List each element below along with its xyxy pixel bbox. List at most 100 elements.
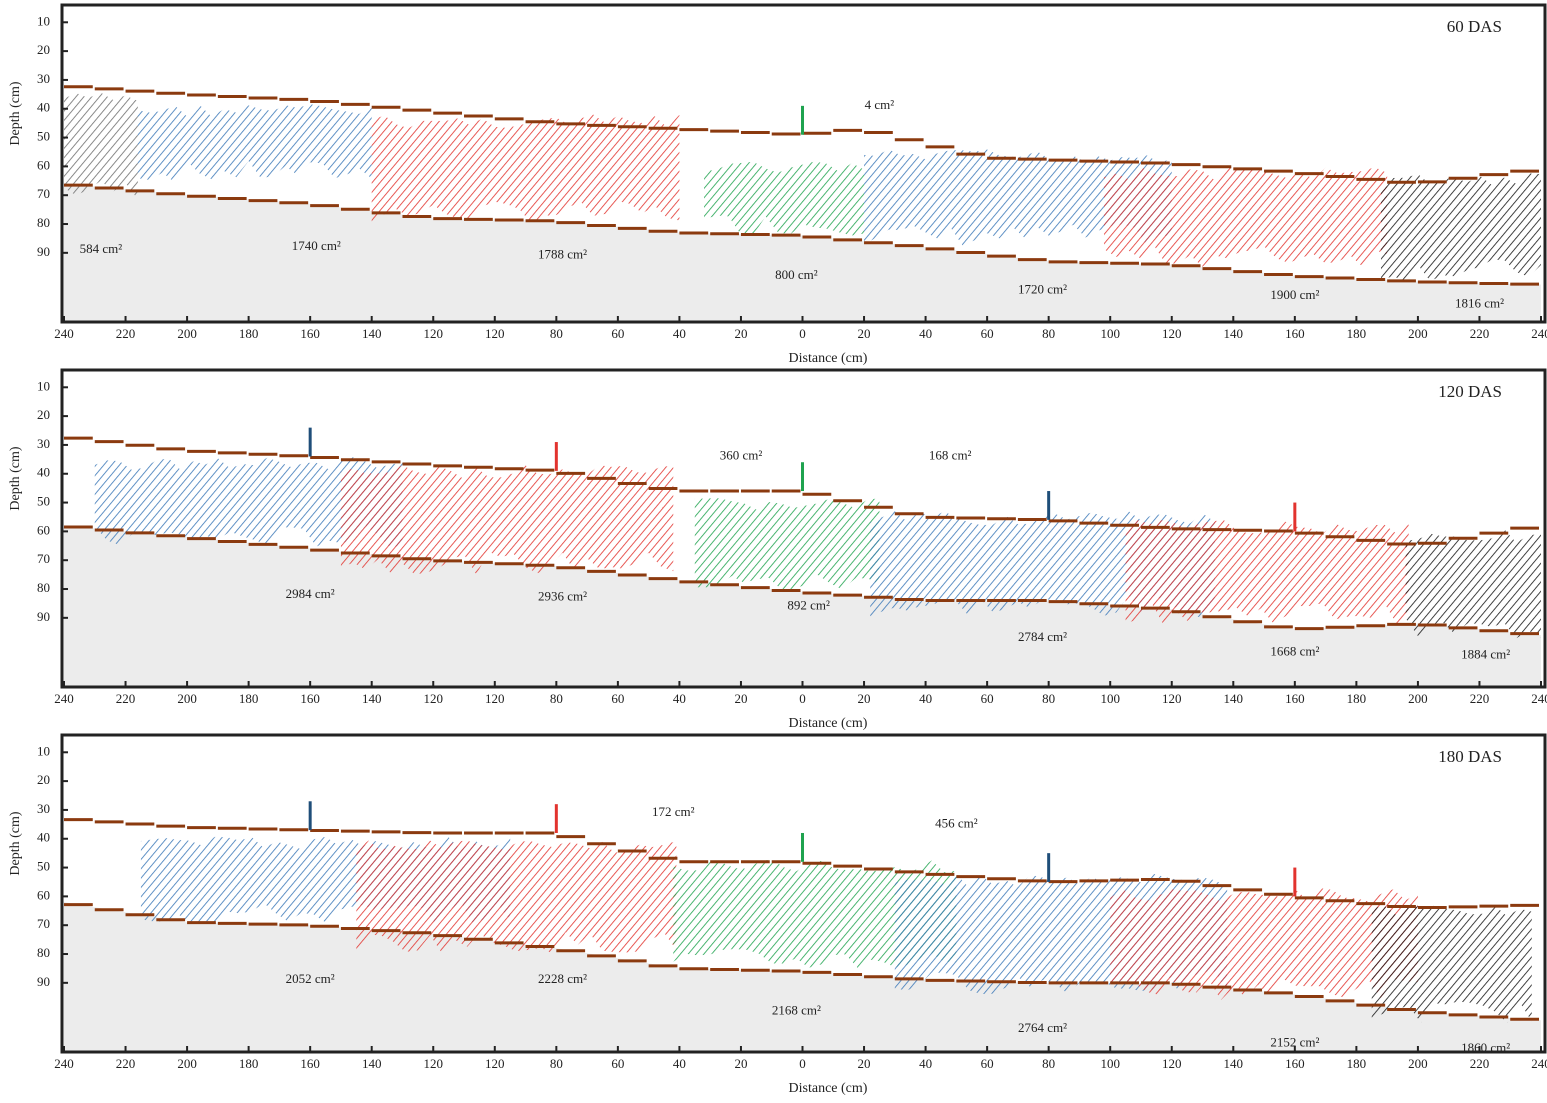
x-tick-label: 180 — [239, 1056, 259, 1071]
y-tick-label: 70 — [37, 551, 50, 566]
x-tick-label: 100 — [1100, 326, 1120, 341]
x-tick-label: 220 — [1470, 691, 1490, 706]
y-tick-label: 10 — [37, 378, 50, 393]
root-zone — [1372, 904, 1532, 1023]
y-tick-label: 90 — [37, 609, 50, 624]
x-tick-label: 120 — [1162, 691, 1182, 706]
area-label: 2052 cm² — [286, 971, 335, 986]
area-label: 1740 cm² — [292, 238, 341, 253]
area-label: 1860 cm² — [1461, 1040, 1510, 1055]
x-tick-label: 20 — [858, 326, 871, 341]
x-tick-label: 40 — [919, 691, 932, 706]
x-tick-label: 120 — [485, 326, 505, 341]
area-label: 1788 cm² — [538, 247, 587, 262]
y-tick-label: 30 — [37, 801, 50, 816]
y-tick-label: 20 — [37, 42, 50, 57]
x-tick-label: 240 — [1531, 326, 1547, 341]
root-zone — [1104, 167, 1387, 267]
area-label: 2152 cm² — [1270, 1034, 1319, 1049]
x-tick-label: 160 — [300, 1056, 320, 1071]
x-tick-label: 80 — [1042, 691, 1055, 706]
y-tick-label: 80 — [37, 215, 50, 230]
x-tick-label: 20 — [858, 691, 871, 706]
x-tick-label: 80 — [550, 1056, 563, 1071]
x-tick-label: 120 — [424, 691, 444, 706]
x-tick-label: 60 — [611, 691, 624, 706]
y-tick-label: 20 — [37, 407, 50, 422]
area-label: 2168 cm² — [772, 1003, 821, 1018]
y-tick-label: 70 — [37, 186, 50, 201]
x-axis-label: Distance (cm) — [789, 716, 868, 731]
x-tick-label: 20 — [734, 326, 747, 341]
y-axis-label: Depth (cm) — [8, 446, 23, 510]
y-tick-label: 10 — [37, 743, 50, 758]
x-tick-label: 140 — [1224, 326, 1244, 341]
x-tick-label: 0 — [799, 1056, 806, 1071]
x-tick-label: 0 — [799, 326, 806, 341]
x-tick-label: 240 — [54, 691, 74, 706]
y-tick-label: 50 — [37, 494, 50, 509]
x-tick-label: 60 — [611, 326, 624, 341]
x-tick-label: 160 — [1285, 691, 1305, 706]
x-tick-label: 20 — [734, 691, 747, 706]
x-tick-label: 100 — [1100, 691, 1120, 706]
annotation: 4 cm² — [865, 97, 895, 112]
y-tick-label: 70 — [37, 916, 50, 931]
x-tick-label: 200 — [1408, 1056, 1428, 1071]
x-tick-label: 140 — [362, 1056, 382, 1071]
x-tick-label: 120 — [424, 326, 444, 341]
root-zone — [138, 104, 372, 182]
x-tick-label: 160 — [300, 326, 320, 341]
area-label: 2784 cm² — [1018, 629, 1067, 644]
y-tick-label: 50 — [37, 129, 50, 144]
y-axis-label: Depth (cm) — [8, 811, 23, 875]
y-tick-label: 90 — [37, 244, 50, 259]
root-zone — [341, 465, 673, 574]
x-tick-label: 120 — [424, 1056, 444, 1071]
area-label: 2764 cm² — [1018, 1020, 1067, 1035]
x-tick-label: 40 — [673, 691, 686, 706]
y-axis-label: Depth (cm) — [8, 81, 23, 145]
x-tick-label: 160 — [300, 691, 320, 706]
area-label: 1884 cm² — [1461, 646, 1510, 661]
x-axis-label: Distance (cm) — [789, 1081, 868, 1096]
x-tick-label: 240 — [1531, 691, 1547, 706]
x-tick-label: 200 — [1408, 326, 1428, 341]
x-tick-label: 40 — [919, 326, 932, 341]
area-label: 1668 cm² — [1270, 643, 1319, 658]
area-label: 2984 cm² — [286, 586, 335, 601]
annotation: 456 cm² — [935, 815, 978, 830]
root-zone — [64, 93, 138, 200]
panel-title: 120 DAS — [1438, 382, 1502, 401]
x-tick-label: 220 — [1470, 1056, 1490, 1071]
x-tick-label: 80 — [1042, 1056, 1055, 1071]
x-tick-label: 220 — [116, 691, 136, 706]
x-tick-label: 240 — [1531, 1056, 1547, 1071]
x-tick-label: 0 — [799, 691, 806, 706]
x-tick-label: 220 — [116, 1056, 136, 1071]
x-tick-label: 180 — [1347, 691, 1367, 706]
root-zone — [695, 498, 880, 589]
figure: 1020304050607080902402202001801601401201… — [0, 0, 1547, 1103]
x-axis-label: Distance (cm) — [789, 351, 868, 366]
annotation: 172 cm² — [652, 804, 695, 819]
x-tick-label: 80 — [550, 326, 563, 341]
area-label: 2228 cm² — [538, 971, 587, 986]
area-label: 1816 cm² — [1455, 296, 1504, 311]
x-tick-label: 20 — [734, 1056, 747, 1071]
root-zone — [1406, 529, 1541, 638]
x-tick-label: 180 — [239, 691, 259, 706]
root-zone — [704, 162, 864, 236]
x-tick-label: 40 — [673, 326, 686, 341]
root-zone — [356, 840, 676, 954]
x-tick-label: 80 — [1042, 326, 1055, 341]
area-label: 892 cm² — [787, 597, 830, 612]
x-tick-label: 220 — [116, 326, 136, 341]
x-tick-label: 180 — [1347, 1056, 1367, 1071]
x-tick-label: 40 — [673, 1056, 686, 1071]
area-label: 1900 cm² — [1270, 287, 1319, 302]
y-tick-label: 90 — [37, 974, 50, 989]
x-tick-label: 140 — [362, 326, 382, 341]
